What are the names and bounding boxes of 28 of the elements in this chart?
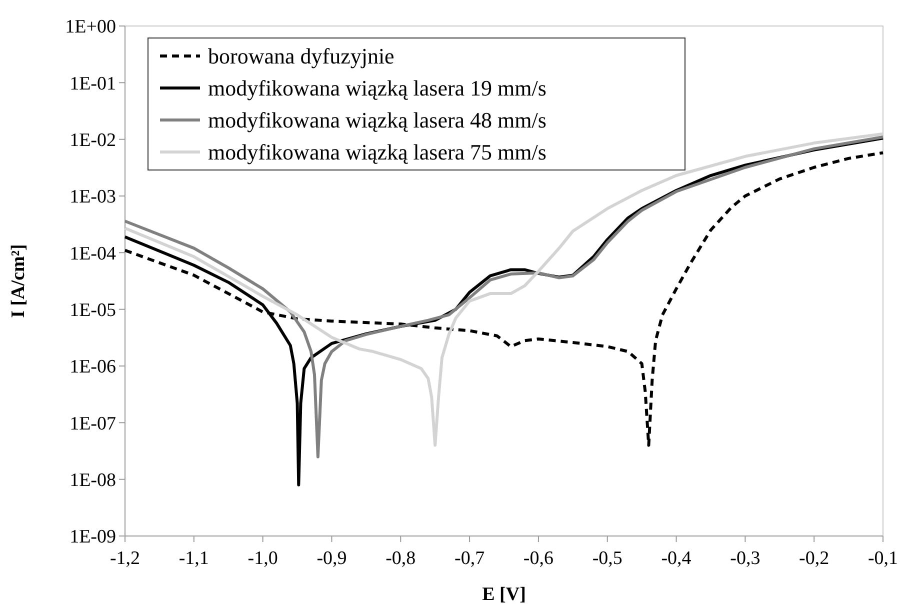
x-tick-label: -0,6 — [523, 548, 554, 569]
legend-label: modyfikowana wiązką lasera 19 mm/s — [208, 76, 546, 101]
x-tick-label: -0,4 — [661, 548, 692, 569]
legend-label: borowana dyfuzyjnie — [208, 44, 394, 69]
x-tick-label: -0,3 — [730, 548, 760, 569]
x-tick-label: -0,5 — [592, 548, 622, 569]
x-tick-label: -1,2 — [110, 548, 140, 569]
y-tick-label: 1E+00 — [65, 16, 116, 38]
y-tick-label: 1E-05 — [70, 300, 116, 321]
legend-label: modyfikowana wiązką lasera 48 mm/s — [208, 108, 546, 133]
y-tick-label: 1E-07 — [70, 413, 116, 434]
x-tick-label: -0,1 — [868, 548, 898, 569]
y-tick-label: 1E-03 — [70, 186, 116, 208]
y-tick-label: 1E-01 — [70, 73, 116, 94]
x-tick-label: -1,0 — [248, 548, 278, 569]
x-tick-label: -0,7 — [454, 548, 485, 569]
y-tick-label: 1E-04 — [70, 243, 116, 264]
y-tick-label: 1E-02 — [70, 130, 116, 151]
y-tick-label: 1E-09 — [70, 526, 116, 548]
y-tick-label: 1E-08 — [70, 470, 116, 491]
x-tick-label: -0,8 — [386, 548, 416, 569]
y-axis-title: I [A/cm²] — [8, 244, 29, 318]
x-tick-label: -0,2 — [799, 548, 830, 569]
y-tick-label: 1E-06 — [70, 356, 116, 378]
x-axis-title: E [V] — [482, 584, 526, 605]
x-tick-label: -0,9 — [316, 548, 347, 569]
legend-label: modyfikowana wiązką lasera 75 mm/s — [208, 140, 546, 165]
x-tick-label: -1,1 — [178, 548, 209, 569]
